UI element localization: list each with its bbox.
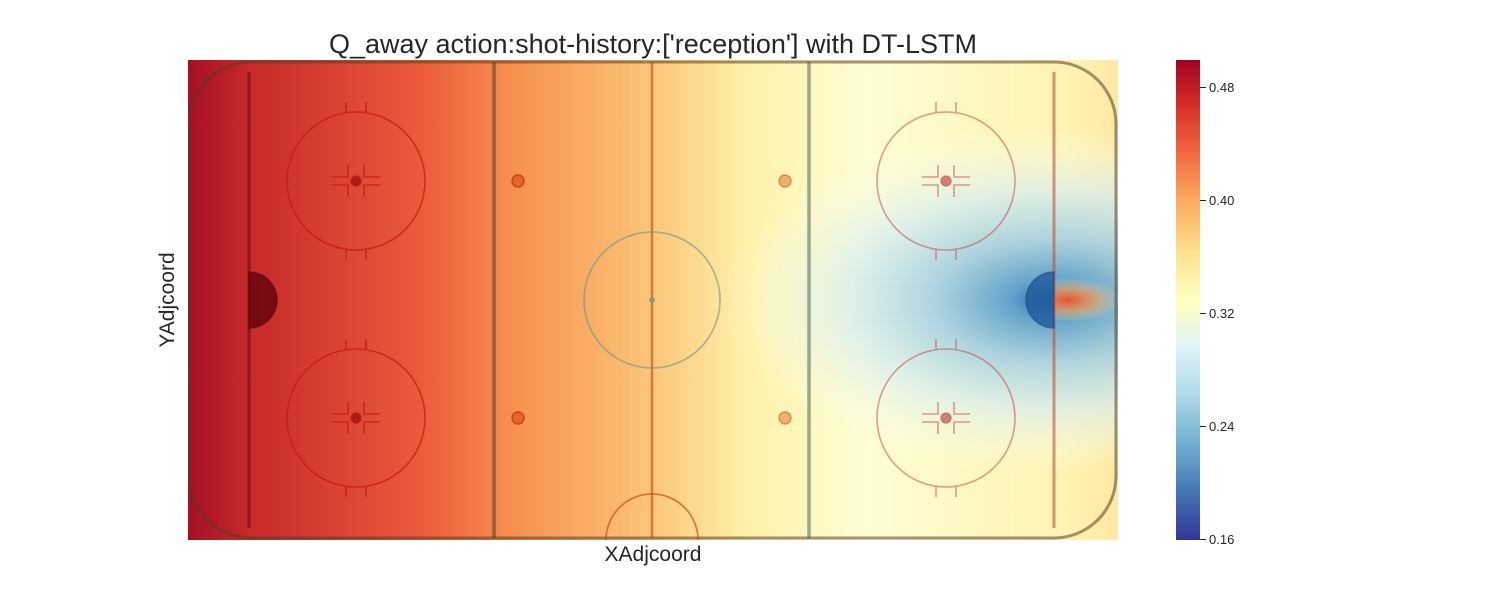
neutral-zone-dots bbox=[511, 174, 792, 425]
colorbar-tick bbox=[1200, 426, 1206, 427]
colorbar-tick-label: 0.48 bbox=[1209, 80, 1235, 95]
x-axis-label: XAdjcoord bbox=[604, 543, 702, 566]
faceoff-circle-left-bottom bbox=[286, 339, 426, 497]
colorbar bbox=[1176, 60, 1200, 540]
colorbar-tick-label: 0.16 bbox=[1209, 532, 1235, 547]
faceoff-circle-right-top bbox=[876, 102, 1016, 260]
colorbar-tick bbox=[1200, 539, 1206, 540]
faceoff-circle-left-top bbox=[286, 102, 426, 260]
referee-crease bbox=[605, 493, 699, 540]
colorbar-tick-label: 0.24 bbox=[1209, 419, 1235, 434]
center-faceoff-dot bbox=[649, 297, 655, 303]
rink-overlay bbox=[188, 60, 1118, 540]
center-faceoff-circle bbox=[583, 231, 721, 369]
faceoff-circle-right-bottom bbox=[876, 339, 1016, 497]
chart-title: Q_away action:shot-history:['reception']… bbox=[328, 29, 978, 59]
colorbar-tick-label: 0.40 bbox=[1209, 193, 1235, 208]
colorbar-tick bbox=[1200, 200, 1206, 201]
heatmap-svg bbox=[188, 60, 1118, 540]
right-goal-crease bbox=[1025, 271, 1055, 329]
colorbar-tick bbox=[1200, 87, 1206, 88]
colorbar-gradient bbox=[1176, 60, 1200, 540]
colorbar-tick bbox=[1200, 313, 1206, 314]
heatmap-plot-area bbox=[188, 60, 1118, 540]
left-goal-crease bbox=[248, 271, 278, 329]
high-value-spike bbox=[1053, 260, 1118, 340]
colorbar-tick-label: 0.32 bbox=[1209, 306, 1235, 321]
y-axis-label: YAdjcoord bbox=[156, 252, 179, 348]
